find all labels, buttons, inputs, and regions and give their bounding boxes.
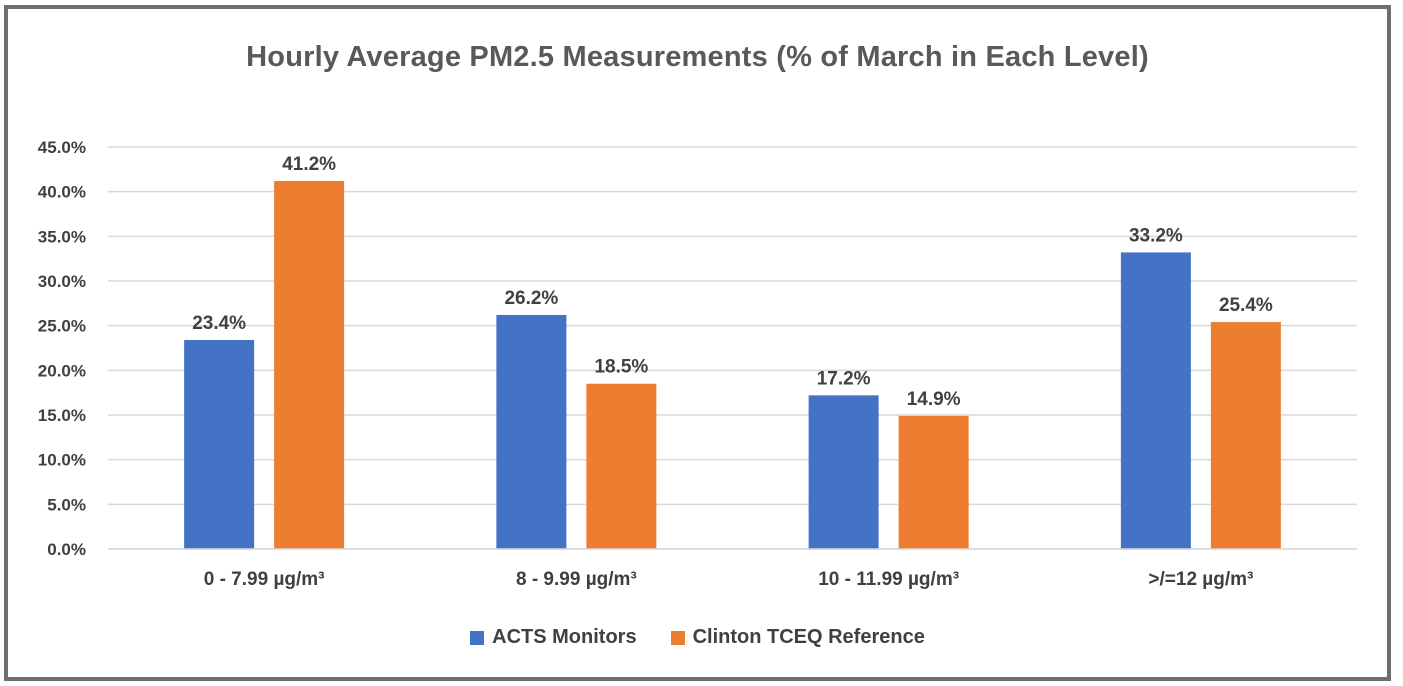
data-label: 17.2% (817, 368, 871, 389)
x-tick-label: >/=12 µg/m³ (1148, 569, 1253, 590)
data-label: 25.4% (1219, 295, 1273, 316)
y-tick-label: 20.0% (38, 361, 86, 380)
y-tick-label: 25.0% (38, 317, 86, 336)
legend-swatch-acts (470, 630, 485, 645)
legend-item-clinton: Clinton TCEQ Reference (670, 626, 925, 649)
y-tick-label: 30.0% (38, 272, 86, 291)
data-label: 33.2% (1129, 225, 1183, 246)
legend-label-clinton: Clinton TCEQ Reference (692, 626, 925, 648)
y-tick-label: 10.0% (38, 451, 86, 470)
bar (1120, 252, 1191, 549)
bar (274, 180, 345, 550)
x-tick-label: 0 - 7.99 µg/m³ (204, 569, 325, 590)
y-tick-label: 35.0% (38, 227, 86, 246)
y-tick-label: 15.0% (38, 406, 86, 425)
bar (586, 383, 657, 549)
y-tick-label: 5.0% (47, 495, 86, 514)
chart-title: Hourly Average PM2.5 Measurements (% of … (246, 41, 1149, 73)
data-label: 18.5% (594, 357, 648, 378)
data-label: 26.2% (504, 288, 558, 309)
legend-label-acts: ACTS Monitors (492, 626, 637, 648)
y-tick-label: 0.0% (47, 540, 86, 559)
bar (496, 314, 567, 549)
y-tick-label: 40.0% (38, 183, 86, 202)
data-label: 14.9% (907, 389, 961, 410)
legend-swatch-clinton (670, 630, 685, 645)
bar (898, 415, 969, 549)
bar (1210, 322, 1281, 549)
chart-legend: ACTS Monitors Clinton TCEQ Reference (8, 626, 1387, 649)
legend-item-acts: ACTS Monitors (470, 626, 637, 649)
data-label: 23.4% (192, 313, 246, 334)
x-tick-label: 8 - 9.99 µg/m³ (516, 569, 637, 590)
bar (184, 339, 255, 549)
data-label: 41.2% (282, 154, 336, 175)
x-tick-label: 10 - 11.99 µg/m³ (818, 569, 959, 590)
bar (808, 395, 879, 549)
y-tick-label: 45.0% (38, 138, 86, 157)
